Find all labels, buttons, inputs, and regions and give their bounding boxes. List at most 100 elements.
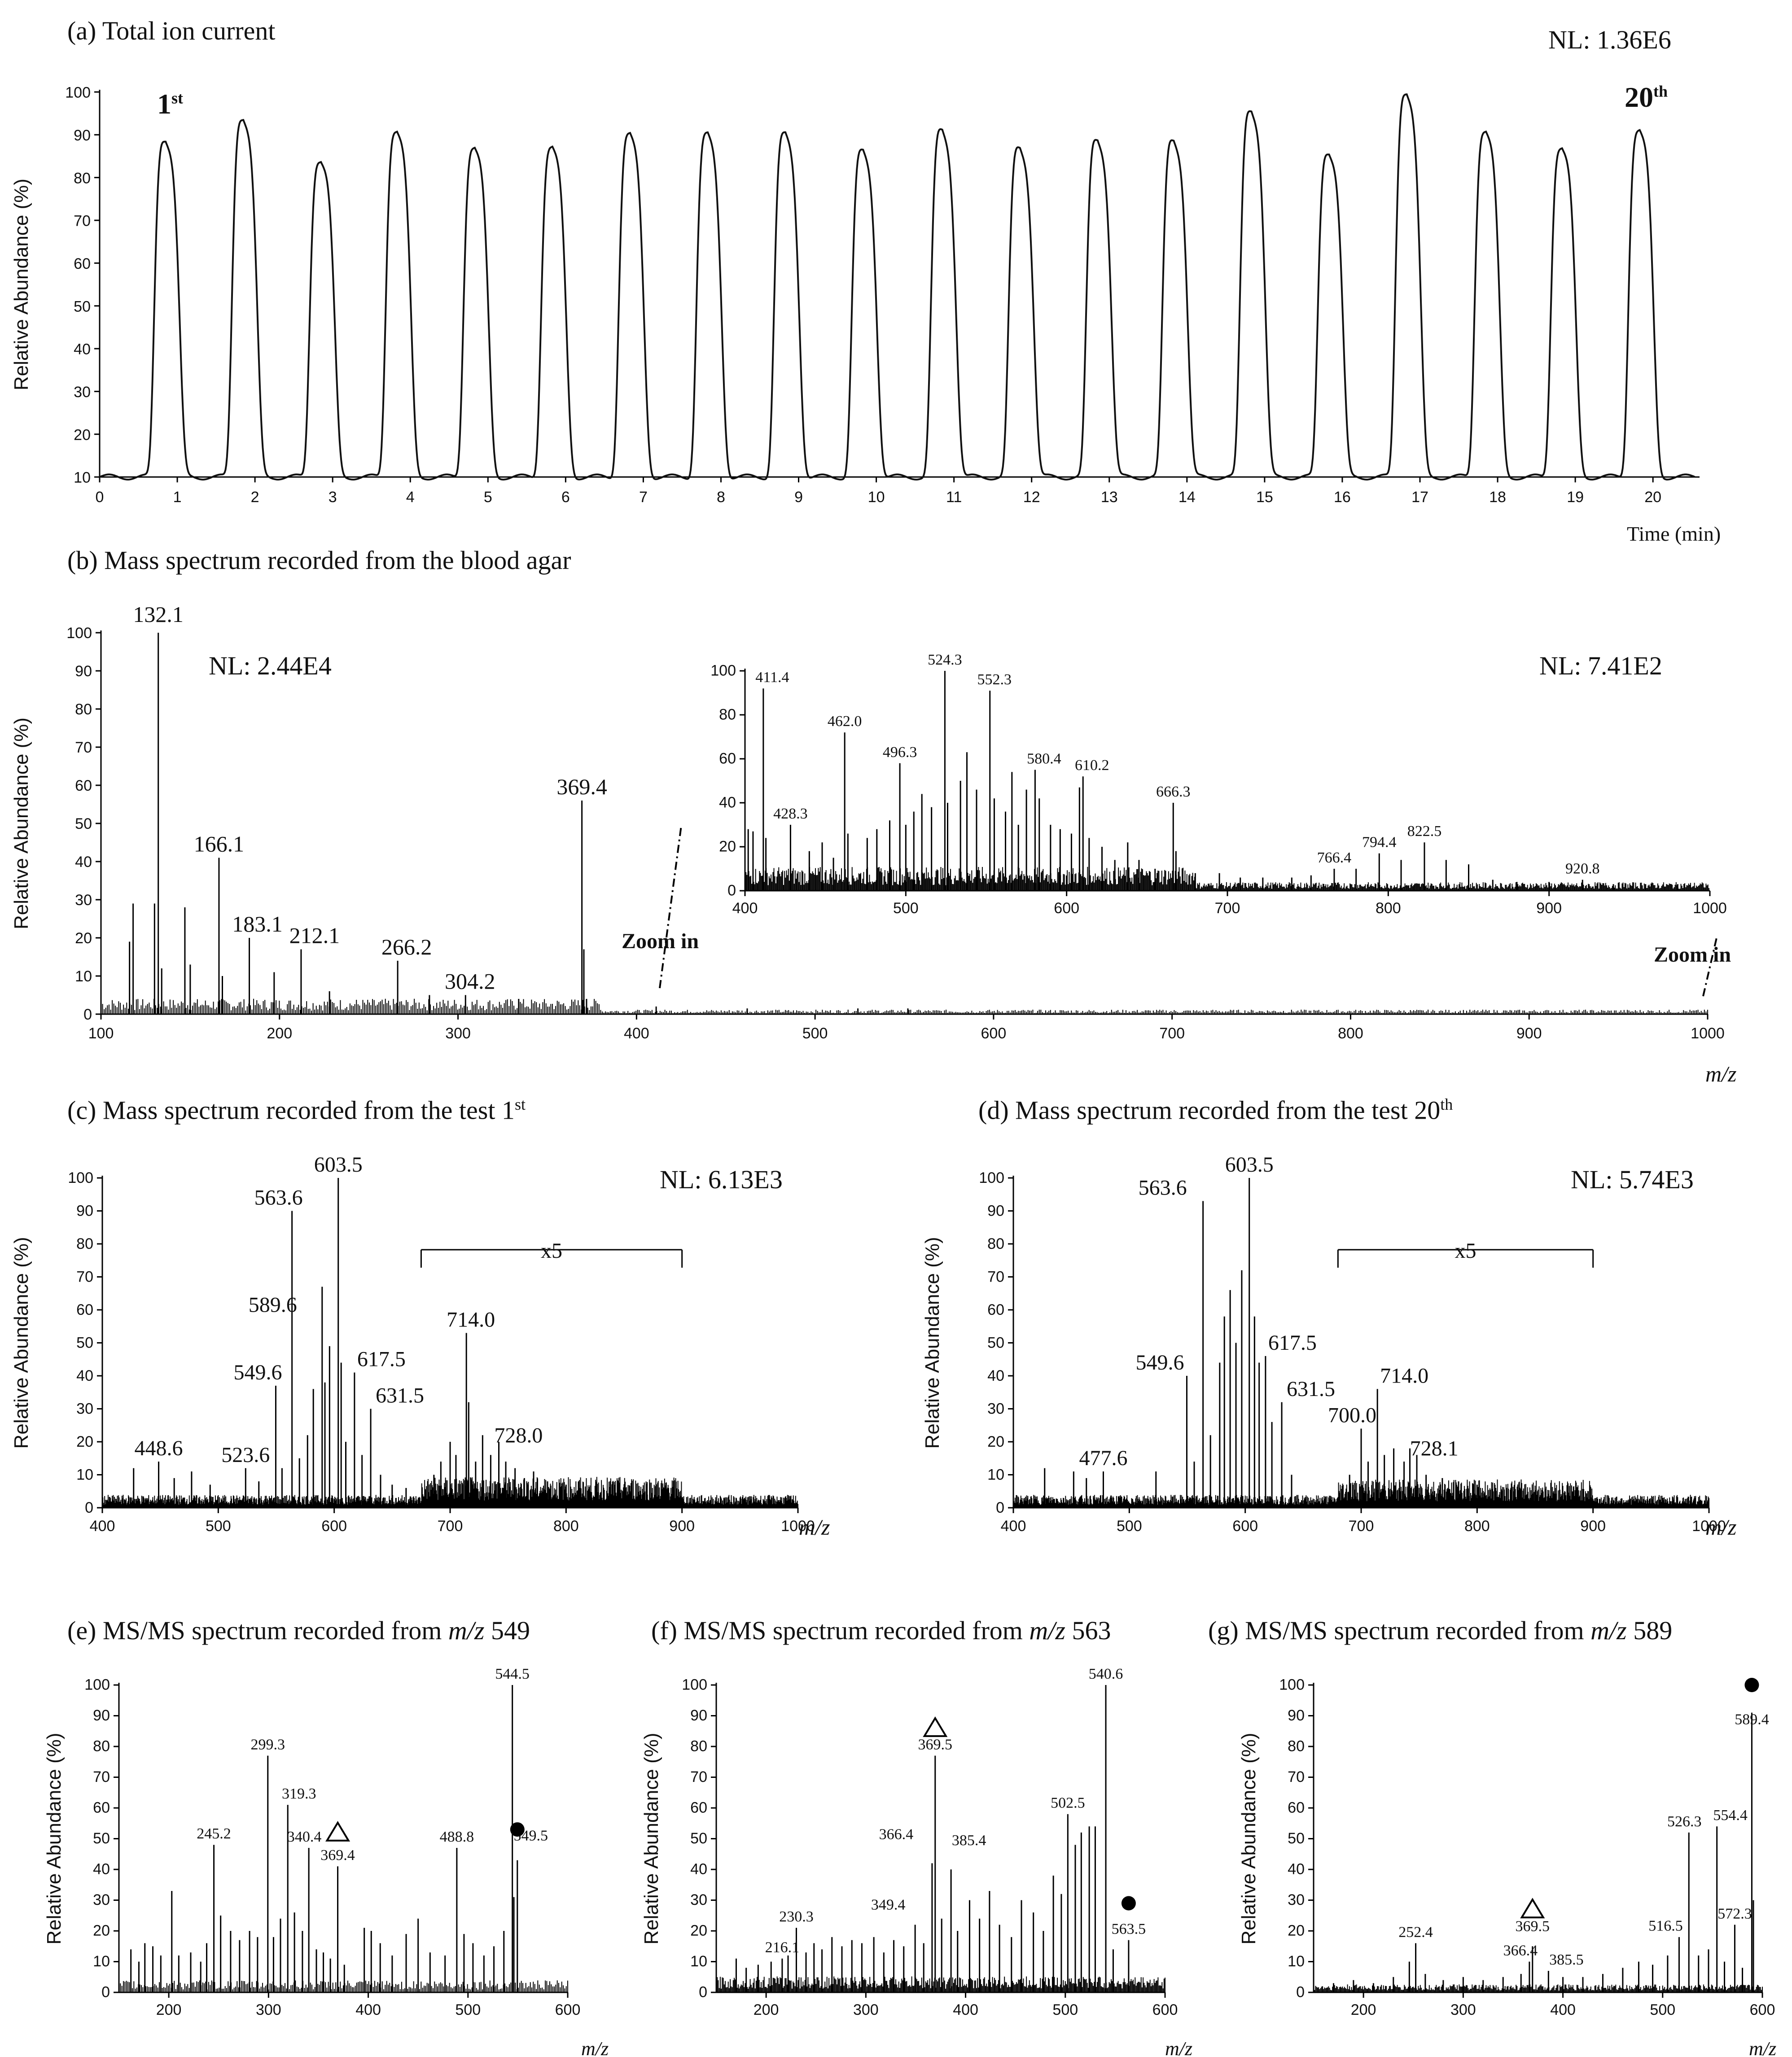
x-tick-label: 900 [1580, 1518, 1606, 1535]
x-tick-label: 300 [1450, 2001, 1476, 2018]
peak-label: 523.6 [221, 1443, 270, 1467]
y-tick-label: 30 [75, 892, 92, 909]
x-axis-label: m/z [1165, 2038, 1192, 2057]
panel-d-test-20th: (d) Mass spectrum recorded from the test… [911, 1086, 1792, 1593]
y-tick-label: 100 [710, 662, 736, 679]
y-tick-label: 30 [74, 384, 91, 401]
y-tick-label: 40 [93, 1861, 110, 1878]
x-tick-label: 1000 [1692, 1518, 1726, 1535]
x-tick-label: 100 [88, 1025, 114, 1042]
triangle-marker [1520, 1898, 1545, 1919]
peak-label: 714.0 [1380, 1364, 1428, 1387]
x-tick-label: 800 [1338, 1025, 1363, 1042]
peak-label: 252.4 [1398, 1924, 1433, 1940]
x-tick-label: 500 [1052, 2001, 1078, 2018]
tic-trace-line [99, 93, 1696, 481]
x-tick-label: 900 [669, 1518, 695, 1535]
peak-label: 526.3 [1667, 1813, 1702, 1830]
circle-marker [510, 1822, 525, 1837]
triangle-marker [923, 1716, 948, 1737]
x-tick-label: 200 [754, 2001, 779, 2018]
peak-label: 714.0 [447, 1308, 495, 1331]
x-tick-label: 800 [1376, 900, 1401, 917]
x-tick-label: 1000 [1693, 900, 1727, 917]
x-tick-label: 20 [1644, 489, 1661, 506]
peak-label: 212.1 [289, 923, 340, 948]
peak-label: 572.3 [1718, 1905, 1752, 1922]
peak-label: 589.6 [249, 1293, 297, 1317]
y-tick-label: 100 [65, 84, 91, 101]
y-tick-label: 0 [699, 1984, 707, 2001]
x-tick-label: 500 [1650, 2001, 1675, 2018]
y-tick-label: 100 [682, 1676, 707, 1694]
peak-label: 516.5 [1648, 1918, 1683, 1934]
peak-label: 540.6 [1089, 1666, 1123, 1682]
y-tick-label: 10 [76, 1466, 93, 1484]
peak-label: 524.3 [928, 652, 962, 668]
y-tick-label: 100 [66, 625, 92, 642]
panel-a-title: (a) Total ion current [67, 16, 276, 45]
circle-marker [1744, 1678, 1759, 1692]
y-tick-label: 90 [76, 1203, 93, 1220]
y-tick-label: 60 [76, 1301, 93, 1318]
peak-label: 349.4 [871, 1896, 906, 1913]
y-tick-label: 90 [987, 1203, 1004, 1220]
y-tick-label: 30 [93, 1891, 110, 1908]
y-tick-label: 70 [690, 1768, 707, 1786]
peak-label: 728.0 [494, 1423, 543, 1447]
peak-label: 549.6 [1135, 1351, 1184, 1374]
y-axis-label: Relative Abundance (%) [921, 1237, 943, 1449]
x-tick-label: 13 [1101, 489, 1118, 506]
x-tick-label: 400 [953, 2001, 978, 2018]
y-tick-label: 80 [987, 1235, 1004, 1252]
y-axis-label: Relative Abundance (%) [10, 718, 32, 929]
y-tick-label: 90 [74, 127, 91, 144]
peak-label: 245.2 [197, 1825, 231, 1842]
x-tick-label: 400 [624, 1025, 649, 1042]
y-tick-label: 30 [987, 1401, 1004, 1418]
x-tick-label: 700 [1215, 900, 1240, 917]
peak-label: 549.6 [233, 1361, 282, 1384]
x-tick-label: 19 [1567, 489, 1584, 506]
y-tick-label: 50 [1288, 1830, 1305, 1847]
peak-label: 369.4 [320, 1847, 355, 1864]
panel-a-tic: (a) Total ion current NL: 1.36E6 1st 20t… [0, 0, 1792, 552]
panel-f-title: (f) MS/MS spectrum recorded from m/z 563 [651, 1616, 1111, 1645]
x-tick-label: 300 [445, 1025, 471, 1042]
panel-b-title: (b) Mass spectrum recorded from the bloo… [67, 546, 571, 575]
x-tick-label: 15 [1256, 489, 1273, 506]
chart-c: 0 10 20 30 40 50 60 70 80 90 100 400 500 600 700 800 900… [10, 1153, 830, 1540]
x-tick-label: 2 [251, 489, 259, 506]
y-tick-label: 90 [1288, 1707, 1305, 1724]
peak-label: 299.3 [251, 1737, 285, 1753]
x-tick-label: 500 [893, 900, 919, 917]
x-tick-label: 400 [1550, 2001, 1576, 2018]
peak-label: 563.6 [254, 1186, 303, 1210]
x-tick-label: 600 [1750, 2001, 1775, 2018]
x-tick-label: 700 [1349, 1518, 1374, 1535]
x-tick-label: 600 [555, 2001, 581, 2018]
y-tick-label: 0 [996, 1499, 1004, 1516]
chart-g: 0 10 20 30 40 50 60 70 80 90 100 200 300 400 500 600 Rel… [1238, 1676, 1776, 2057]
x-tick-label: 3 [329, 489, 337, 506]
y-tick-label: 80 [75, 701, 92, 718]
peak-label: 554.4 [1713, 1807, 1748, 1824]
y-tick-label: 10 [1288, 1953, 1305, 1970]
y-tick-label: 70 [987, 1269, 1004, 1286]
y-tick-label: 60 [690, 1799, 707, 1816]
panel-b-nl: NL: 2.44E4 [209, 651, 332, 680]
x-tick-label: 800 [553, 1518, 579, 1535]
peak-label: 580.4 [1027, 751, 1061, 767]
y-tick-label: 40 [987, 1367, 1004, 1384]
y-axis-label: Relative Abundance (%) [1238, 1733, 1260, 1944]
peak-label: 428.3 [773, 805, 808, 822]
y-tick-label: 0 [1296, 1984, 1305, 2001]
y-tick-label: 100 [84, 1676, 110, 1694]
y-tick-label: 60 [719, 750, 736, 767]
y-tick-label: 30 [690, 1891, 707, 1908]
peak-label: 462.0 [828, 713, 862, 730]
peak-label: 230.3 [779, 1908, 814, 1925]
x-tick-label: 500 [206, 1518, 231, 1535]
y-tick-label: 40 [76, 1367, 93, 1384]
